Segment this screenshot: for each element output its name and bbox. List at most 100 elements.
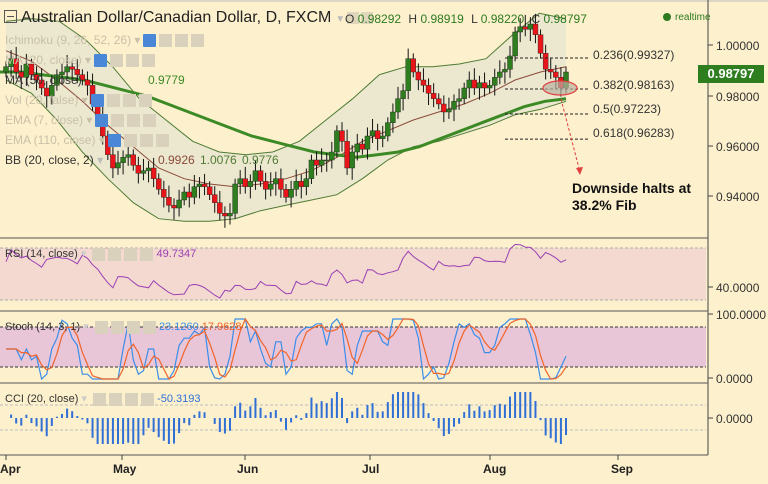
candle-body (135, 165, 142, 174)
add-icon[interactable] (122, 94, 136, 108)
candle-body (374, 130, 381, 139)
settings-icon[interactable] (110, 320, 124, 334)
legend-ichimoku[interactable]: Ichimoku (9, 26, 52, 26) ▾ (5, 33, 205, 48)
candle-body (298, 181, 304, 187)
status-dot-icon (663, 13, 671, 22)
cci-legend[interactable]: CCI (20, close) ▾ -50.3193 (5, 392, 201, 406)
candle-body (548, 69, 554, 73)
close-icon[interactable] (142, 320, 156, 334)
candle-body (120, 157, 126, 163)
add-icon[interactable] (175, 34, 189, 48)
settings-icon[interactable] (108, 247, 122, 261)
close-icon[interactable] (191, 34, 205, 48)
candle-body (502, 69, 508, 73)
cci-axis-tick: 0.0000 (716, 412, 753, 426)
legend-ema110[interactable]: EMA (110, close) ▾ (5, 133, 169, 148)
settings-icon[interactable] (110, 54, 124, 68)
month-label: Aug (483, 462, 507, 476)
candle-body (456, 98, 462, 102)
candle-body (461, 87, 467, 99)
gear-icon[interactable] (361, 11, 374, 24)
price-tick: 0.98000 (716, 90, 760, 104)
candle-body (161, 189, 167, 198)
candle-body (349, 151, 355, 169)
candle-body (237, 178, 243, 185)
annotation-text: Downside halts at 38.2% Fib (572, 180, 691, 214)
candle-body (268, 183, 274, 190)
candle-body (156, 178, 162, 190)
visibility-icon[interactable] (90, 94, 104, 108)
close-icon[interactable] (142, 54, 156, 68)
candle-body (283, 189, 289, 198)
axis-ticks (5, 44, 713, 460)
indicators (5, 243, 567, 444)
close-icon[interactable] (138, 94, 152, 108)
rsi-label: RSI (14, close) (5, 248, 78, 260)
bb-lower-line (5, 79, 567, 222)
add-icon[interactable] (125, 392, 139, 406)
close-icon[interactable] (143, 114, 157, 128)
visibility-icon[interactable] (92, 247, 106, 261)
candle-body (324, 159, 330, 162)
add-icon[interactable] (126, 320, 140, 334)
legend-ma20[interactable]: MA (20, close) ▾ (5, 53, 156, 68)
candle-body (466, 79, 472, 89)
candle-body (217, 202, 223, 214)
legend-vol[interactable]: Vol (20, false) ▾ (5, 93, 152, 108)
candle-body (262, 181, 269, 190)
stoch-legend[interactable]: Stoch (14, 3, 1) ▾ 23.1260 17.9628 (5, 320, 242, 334)
visibility-icon[interactable] (93, 392, 107, 406)
chevron-down-icon[interactable]: ▼ (335, 14, 346, 25)
candle-body (415, 71, 422, 81)
legend-bb[interactable]: BB (20, close, 2) ▾ (5, 153, 104, 167)
settings-icon[interactable] (111, 114, 125, 128)
candle-body (242, 178, 248, 187)
rsi-legend[interactable]: RSI (14, close) ▾ 49.7347 (5, 247, 197, 261)
visibility-icon[interactable] (107, 134, 121, 148)
candle-body (537, 34, 544, 54)
candle-body (364, 135, 371, 150)
close-icon[interactable] (155, 134, 169, 148)
bb-lower-value: 0.9776 (242, 153, 279, 167)
legend-ma50[interactable]: MA (50, close) (5, 73, 82, 87)
candle-body (446, 109, 452, 113)
visibility-icon[interactable] (95, 114, 109, 128)
candle-body (522, 26, 528, 30)
legend-ema7[interactable]: EMA (7, close) ▾ (5, 113, 157, 128)
visibility-icon[interactable] (94, 320, 108, 334)
candle-body (354, 143, 360, 153)
collapse-icon[interactable] (4, 10, 17, 23)
candle-body (222, 213, 228, 217)
candle-body (59, 71, 65, 75)
month-label: Jun (237, 462, 259, 476)
chart-title[interactable]: Australian Dollar/Canadian Dollar, D, FX… (4, 9, 374, 27)
candle-body (79, 74, 86, 81)
candle-body (517, 26, 523, 33)
candle-body (130, 154, 136, 166)
candle-body (176, 199, 182, 209)
visibility-icon[interactable] (143, 34, 157, 48)
add-icon[interactable] (139, 134, 153, 148)
add-icon[interactable] (124, 247, 138, 261)
candle-body (166, 197, 172, 206)
eye-icon[interactable] (347, 11, 360, 24)
settings-icon[interactable] (106, 94, 120, 108)
candle-body (334, 130, 340, 153)
add-icon[interactable] (127, 114, 141, 128)
candle-body (481, 82, 488, 89)
close-icon[interactable] (141, 392, 155, 406)
candle-body (385, 122, 391, 137)
close-icon[interactable] (140, 247, 154, 261)
add-icon[interactable] (126, 54, 140, 68)
candle-body (115, 162, 121, 169)
legend-ema7-label: EMA (7, close) (5, 113, 84, 127)
settings-icon[interactable] (159, 34, 173, 48)
annotation-arrowhead (576, 167, 583, 175)
candle-body (181, 191, 187, 201)
candle-body (84, 79, 91, 86)
settings-icon[interactable] (109, 392, 123, 406)
visibility-icon[interactable] (94, 54, 108, 68)
settings-icon[interactable] (123, 134, 137, 148)
